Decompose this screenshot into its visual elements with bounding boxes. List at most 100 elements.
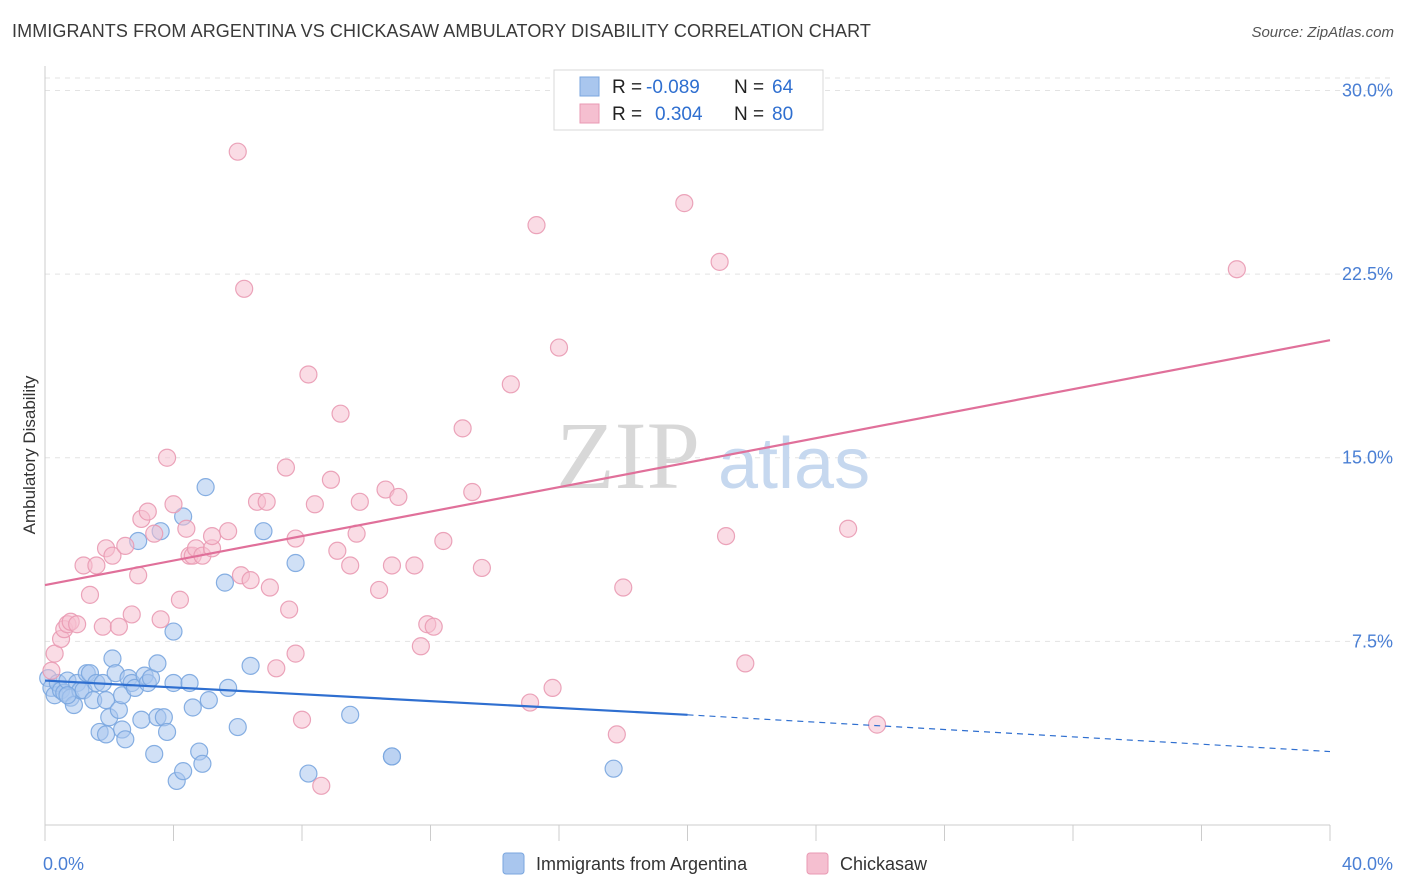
point-argentina (157, 722, 177, 742)
series-chickasaw-points (42, 142, 1246, 795)
trend-line-chickasaw (44, 339, 1331, 587)
point-chickasaw (241, 571, 260, 590)
point-argentina (193, 754, 212, 773)
point-chickasaw (267, 659, 286, 678)
legend-n-value-argentina: 64 (772, 77, 794, 98)
grid-lines (45, 77, 1392, 642)
legend-n-label: N = (734, 104, 764, 125)
point-chickasaw (299, 365, 318, 384)
point-chickasaw (312, 776, 331, 795)
point-chickasaw (328, 541, 347, 560)
point-argentina (241, 656, 260, 675)
point-chickasaw (463, 482, 482, 502)
point-chickasaw (103, 546, 122, 565)
point-chickasaw (145, 524, 164, 543)
point-chickasaw (116, 536, 135, 555)
point-chickasaw (411, 637, 430, 656)
point-argentina (254, 522, 273, 541)
point-chickasaw (389, 487, 408, 507)
y-tick-label: 15.0% (1342, 448, 1393, 468)
point-chickasaw (382, 556, 402, 575)
y-tick-label: 7.5% (1352, 631, 1393, 651)
point-argentina (154, 708, 173, 727)
bottom-legend-label-argentina: Immigrants from Argentina (536, 854, 748, 874)
legend-r-label: R = (612, 104, 642, 125)
y-tick-labels: 7.5% 15.0% 22.5% 30.0% (1342, 80, 1393, 651)
point-chickasaw (1227, 260, 1246, 279)
x-tick-label: 40.0% (1342, 854, 1393, 874)
point-chickasaw (109, 617, 128, 636)
point-chickasaw (331, 404, 350, 423)
point-argentina (219, 678, 238, 697)
point-chickasaw (405, 556, 424, 575)
point-chickasaw (527, 216, 546, 235)
point-chickasaw (520, 693, 540, 712)
point-chickasaw (260, 578, 279, 597)
point-chickasaw (80, 585, 100, 604)
x-tick-labels: 0.0% 40.0% (43, 854, 1393, 874)
point-chickasaw (434, 531, 453, 551)
watermark: ZIP atlas (556, 402, 870, 509)
point-chickasaw (280, 600, 299, 619)
point-chickasaw (370, 580, 389, 600)
point-chickasaw (867, 715, 887, 734)
point-argentina (382, 747, 402, 766)
point-chickasaw (157, 448, 177, 467)
point-chickasaw (543, 678, 562, 697)
point-chickasaw (68, 615, 87, 634)
point-argentina (604, 759, 623, 778)
point-chickasaw (472, 558, 491, 578)
legend-r-label: R = (612, 77, 642, 98)
point-chickasaw (219, 522, 238, 541)
point-argentina (58, 686, 77, 705)
legend-swatch-argentina (579, 76, 600, 97)
trend-lines (44, 339, 1331, 753)
legend-n-label: N = (734, 77, 764, 98)
point-argentina (96, 725, 116, 744)
bottom-legend: Immigrants from Argentina Chickasaw (502, 852, 928, 875)
point-argentina (228, 717, 247, 737)
point-chickasaw (424, 617, 443, 636)
watermark-atlas: atlas (718, 424, 870, 504)
point-argentina (103, 649, 122, 668)
point-chickasaw (93, 617, 112, 636)
legend-n-value-chickasaw: 80 (772, 104, 793, 125)
trend-line-argentina-extension (687, 714, 1331, 753)
y-tick-label: 22.5% (1342, 264, 1393, 284)
point-chickasaw (341, 556, 360, 575)
legend-box: R = -0.089 N = 64 R = 0.304 N = 80 (553, 69, 824, 131)
source-label: Source: ZipAtlas.com (1251, 24, 1394, 41)
point-argentina (148, 654, 167, 673)
point-chickasaw (170, 590, 190, 609)
point-chickasaw (607, 725, 626, 744)
point-argentina (286, 553, 305, 573)
point-chickasaw (549, 338, 569, 357)
point-argentina (215, 573, 234, 592)
series-argentina-points (39, 478, 623, 791)
y-tick-label: 30.0% (1342, 80, 1393, 100)
point-chickasaw (501, 375, 520, 394)
bottom-legend-label-chickasaw: Chickasaw (840, 854, 928, 874)
point-argentina (164, 673, 183, 693)
point-argentina (132, 710, 151, 729)
point-chickasaw (122, 605, 141, 624)
point-argentina (183, 698, 202, 717)
point-chickasaw (276, 458, 296, 477)
point-chickasaw (736, 654, 755, 673)
point-chickasaw (321, 470, 341, 489)
axes (44, 66, 1331, 841)
point-chickasaw (710, 252, 729, 271)
legend-r-value-chickasaw: 0.304 (655, 104, 703, 125)
point-argentina (299, 764, 318, 783)
point-chickasaw (42, 661, 61, 680)
point-argentina (196, 478, 215, 497)
point-chickasaw (292, 710, 312, 729)
point-chickasaw (151, 610, 170, 629)
chart-title: IMMIGRANTS FROM ARGENTINA VS CHICKASAW A… (12, 21, 871, 41)
legend-swatch-chickasaw (579, 103, 600, 124)
point-chickasaw (350, 492, 369, 511)
trend-line-argentina (44, 679, 688, 716)
point-chickasaw (614, 578, 633, 597)
point-chickasaw (164, 495, 183, 514)
